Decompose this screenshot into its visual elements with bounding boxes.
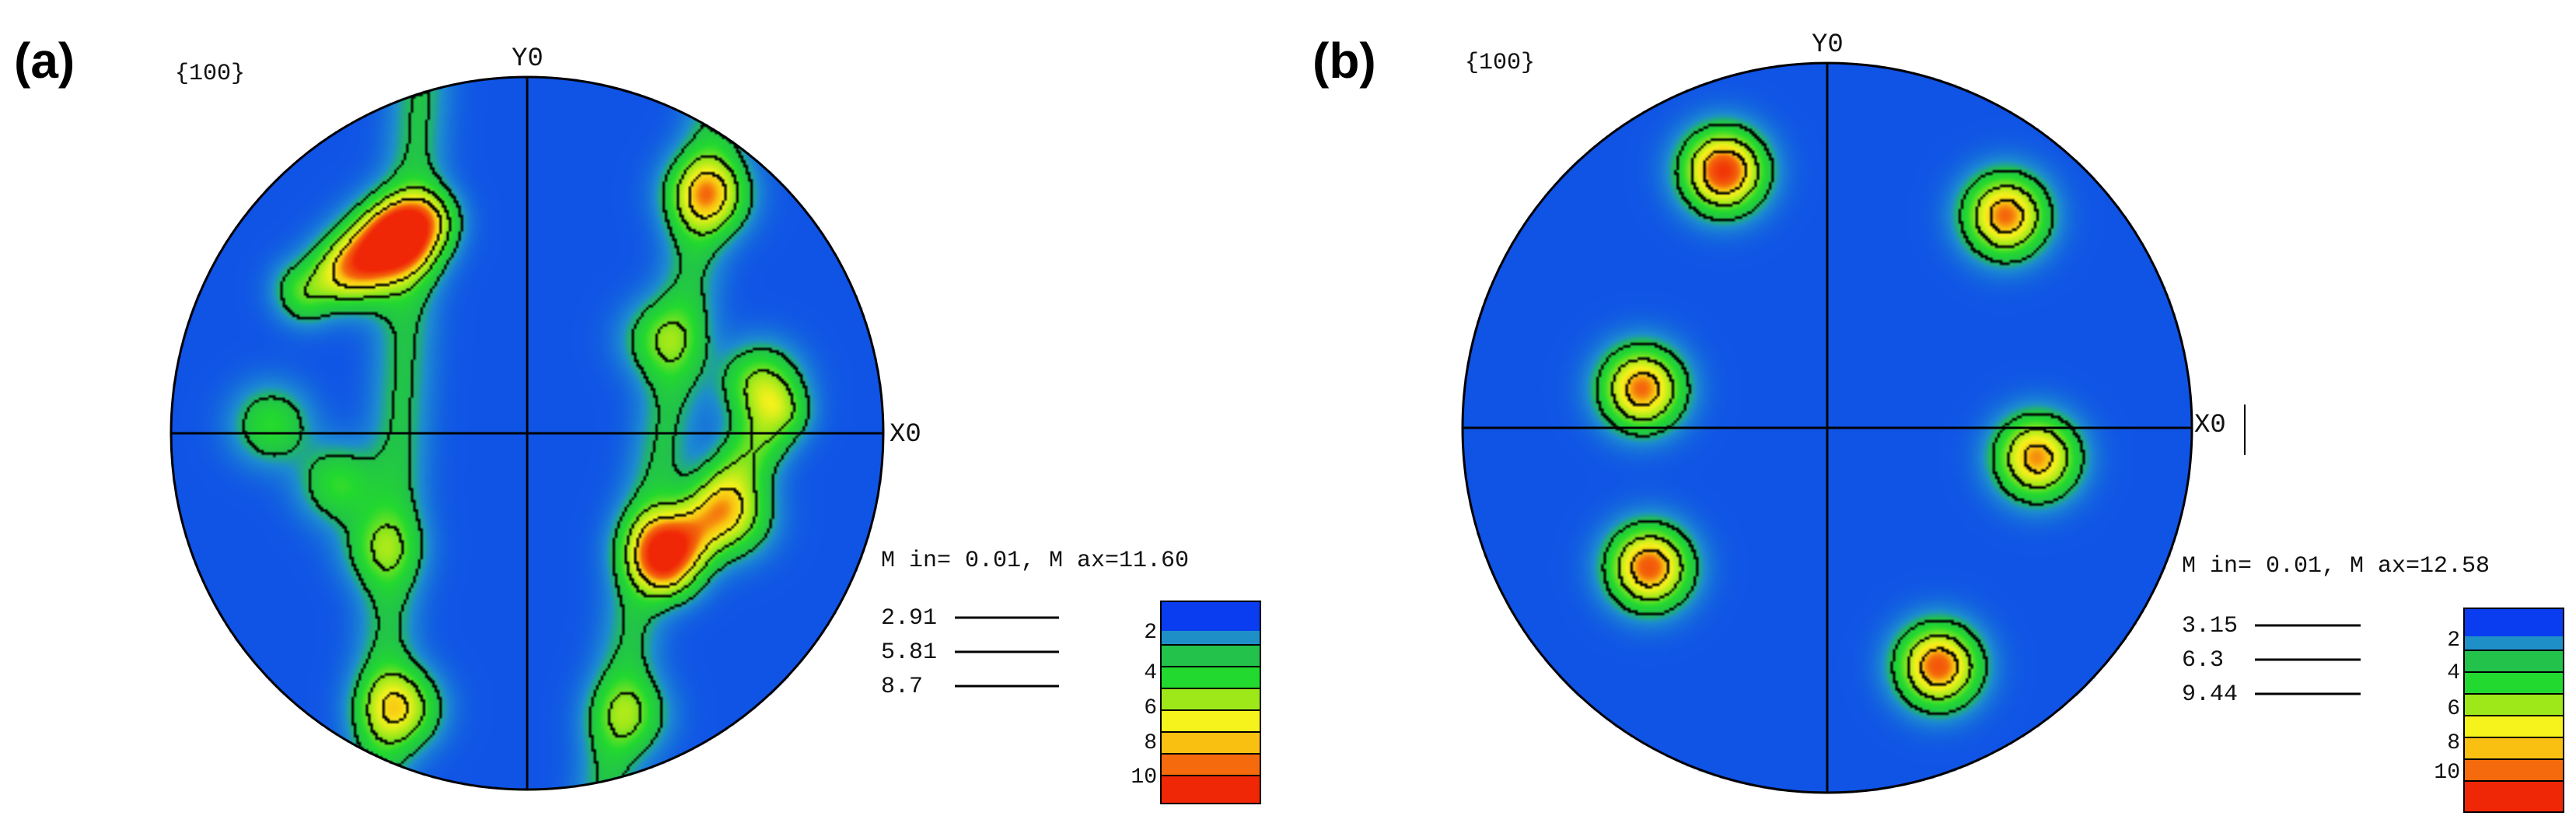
panel-b-y-axis-label: Y0: [1812, 30, 1844, 60]
panel-a-colorbar-band-5: [1161, 688, 1260, 710]
panel-a-label: (a): [14, 33, 75, 89]
panel-a-colorbar-band-2: [1161, 631, 1260, 645]
panel-b-colorbar: 2 4 6 8 10: [2434, 608, 2564, 813]
panel-a-pole-circle-outline: [170, 75, 885, 791]
panel-a-pole-figure: [170, 75, 885, 791]
panel-b-colorbar-band-3: [2464, 650, 2564, 672]
panel-a-colorbar-band-4: [1161, 667, 1260, 688]
panel-a-colorbar-tick-10: 10: [1131, 765, 1157, 790]
panel-b-pole-figure: [1461, 61, 2193, 794]
panel-a-colorbar-band-1: [1161, 601, 1260, 631]
panel-b-contour-level-3: 9.44: [2182, 681, 2238, 708]
panel-a-colorbar-tick-4: 4: [1144, 661, 1157, 685]
panel-b-colorbar-band-5: [2464, 694, 2564, 716]
panel-b-colorbar-tick-8: 8: [2447, 731, 2460, 755]
panel-b-colorbar-tick-6: 6: [2447, 697, 2460, 721]
panel-b-colorbar-tick-10: 10: [2434, 761, 2460, 785]
panel-a-colorbar-frame: [1160, 601, 1261, 804]
panel-b-colorbar-frame: [2463, 608, 2564, 813]
panel-a-colorbar-tick-6: 6: [1144, 696, 1157, 720]
panel-b-colorbar-band-4: [2464, 672, 2564, 694]
panel-a-colorbar: 2 4 6 8 10: [1131, 601, 1261, 804]
panel-b-min-max-readout: M in= 0.01, M ax=12.58: [2182, 553, 2490, 580]
panel-a-colorbar-band-3: [1161, 645, 1260, 667]
panel-a-contour-level-1: 2.91: [881, 605, 937, 632]
panel-a-colorbar-band-9: [1161, 776, 1260, 804]
panel-b-label: (b): [1312, 33, 1376, 89]
panel-b-colorbar-tick-4: 4: [2447, 661, 2460, 685]
panel-b-colorbar-band-2: [2464, 636, 2564, 650]
panel-a-colorbar-band-7: [1161, 732, 1260, 754]
panel-b-contour-legend: 3.15 6.3 9.44: [2182, 613, 2361, 708]
panel-b-pole-circle-outline: [1461, 61, 2193, 794]
panel-b-colorbar-band-1: [2464, 608, 2564, 636]
panel-b-contour-level-2: 6.3: [2182, 647, 2224, 674]
panel-a-colorbar-tick-8: 8: [1144, 731, 1157, 755]
panel-b-contour-level-1: 3.15: [2182, 613, 2238, 639]
panel-a: (a) {100} Y0 X0 M in= 0.01, M ax=11.60 2…: [14, 33, 1261, 804]
panel-a-y-axis-label: Y0: [512, 44, 544, 74]
panel-b-colorbar-band-6: [2464, 716, 2564, 737]
panel-b: (b) {100} Y0 X0 M in= 0.01, M ax=12.58 3…: [1312, 30, 2564, 813]
panel-b-x-axis-label: X0: [2194, 411, 2226, 440]
panel-a-contour-level-2: 5.81: [881, 639, 937, 666]
panel-a-colorbar-tick-2: 2: [1144, 621, 1157, 645]
panel-b-colorbar-band-7: [2464, 737, 2564, 759]
panel-a-colorbar-band-8: [1161, 754, 1260, 776]
panel-a-min-max-readout: M in= 0.01, M ax=11.60: [881, 548, 1189, 574]
panel-b-colorbar-tick-2: 2: [2447, 629, 2460, 653]
panel-b-colorbar-band-8: [2464, 759, 2564, 781]
panel-a-contour-level-3: 8.7: [881, 674, 923, 700]
panel-a-colorbar-band-6: [1161, 710, 1260, 732]
panel-a-x-axis-label: X0: [890, 420, 921, 450]
panel-a-contour-legend: 2.91 5.81 8.7: [881, 605, 1059, 700]
panel-b-colorbar-band-9: [2464, 781, 2564, 812]
